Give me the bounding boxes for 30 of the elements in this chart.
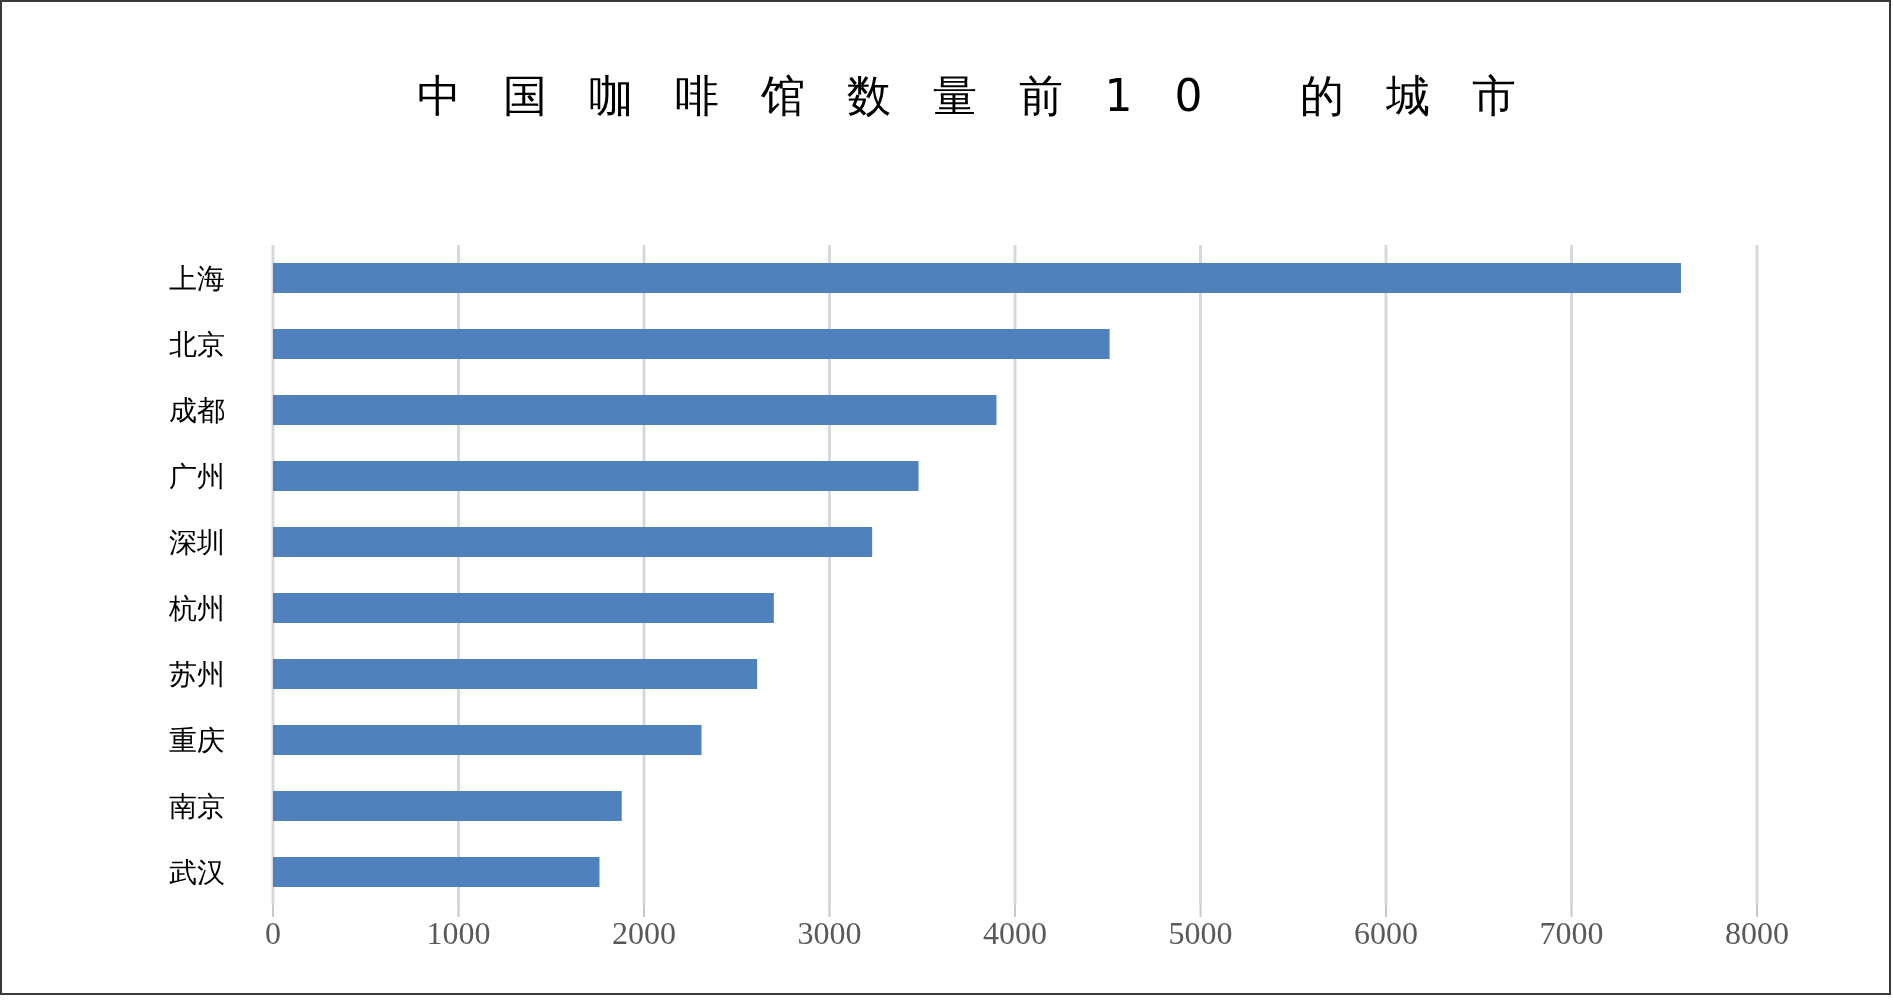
- x-tick-label: 8000: [1725, 914, 1789, 951]
- x-tick-label: 0: [265, 914, 281, 951]
- x-tick-label: 2000: [612, 914, 676, 951]
- y-tick-label: 重庆: [169, 723, 225, 757]
- chart-title: 中国咖啡馆数量前10 的城市: [415, 69, 1560, 123]
- x-tick-label: 5000: [1168, 914, 1233, 951]
- bar: [273, 263, 1681, 293]
- x-tick-label: 4000: [983, 914, 1047, 951]
- bar: [273, 461, 919, 491]
- y-tick-label: 武汉: [169, 855, 225, 889]
- y-tick-label: 苏州: [169, 657, 225, 691]
- x-tick-label: 7000: [1539, 914, 1604, 951]
- bar: [273, 527, 873, 557]
- bar: [273, 725, 702, 755]
- y-tick-label: 北京: [169, 327, 225, 361]
- bar: [273, 659, 758, 689]
- x-tick-label: 3000: [797, 914, 862, 951]
- x-tick-label: 6000: [1354, 914, 1418, 951]
- y-tick-label: 南京: [169, 789, 225, 823]
- y-tick-label: 杭州: [168, 591, 225, 625]
- y-tick-label: 深圳: [169, 525, 225, 559]
- x-tick-label: 1000: [426, 914, 491, 951]
- bar: [273, 329, 1110, 359]
- bar: [273, 395, 997, 425]
- bar: [273, 593, 774, 623]
- bar: [273, 791, 622, 821]
- y-tick-label: 上海: [169, 261, 225, 295]
- bar: [273, 857, 600, 887]
- y-tick-label: 成都: [169, 393, 225, 427]
- y-tick-label: 广州: [169, 459, 225, 493]
